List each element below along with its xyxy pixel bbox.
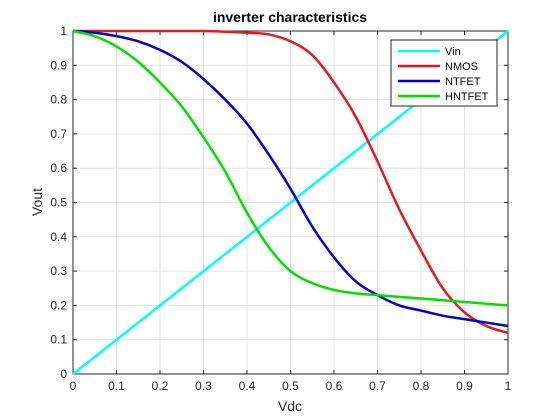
x-tick-label: 1 [505,379,512,393]
series-line-ntfet [72,29,509,328]
legend: Vin NMOS NTFET HNTFET [390,39,498,107]
y-tick-label: 0.3 [50,264,67,278]
x-tick-label: 0.1 [108,379,125,393]
series-line-nmos [73,29,509,335]
y-tick-label: 0.5 [50,196,67,210]
legend-label-hntfet: HNTFET [445,91,489,103]
x-tick-label: 0.4 [239,379,256,393]
x-axis-label: Vdc [278,398,302,414]
y-tick-label: 0.6 [50,161,67,175]
x-tick-label: 0.8 [413,379,430,393]
x-tick-label: 0.7 [369,379,386,393]
y-tick-label: 1 [60,24,67,38]
legend-label-nmos: NMOS [445,61,478,73]
x-tick-label: 0.3 [195,379,212,393]
y-tick-label: 0.7 [50,127,67,141]
y-axis-label: Vout [29,188,45,216]
x-tick-label: 0.6 [326,379,343,393]
y-tick-label: 0.9 [50,58,67,72]
legend-label-ntfet: NTFET [445,76,481,88]
chart-title: inverter characteristics [213,9,367,25]
x-tick-label: 0.9 [456,379,473,393]
y-tick-label: 0.2 [50,298,67,312]
series-line-hntfet [72,29,509,307]
x-tick-label: 0.5 [282,379,299,393]
y-tick-label: 0.8 [50,93,67,107]
y-tick-label: 0.1 [50,333,67,347]
y-tick-label: 0 [60,367,67,381]
x-tick-label: 0 [70,379,77,393]
x-tick-label: 0.2 [152,379,169,393]
legend-label-vin: Vin [445,46,461,58]
axis-ticks: 0 0.1 0.2 0.3 0.4 0.5 0.6 0.7 0.8 0.9 1 0 0.1 0.2 0.3 0… [50,24,511,393]
y-tick-label: 0.4 [50,230,67,244]
